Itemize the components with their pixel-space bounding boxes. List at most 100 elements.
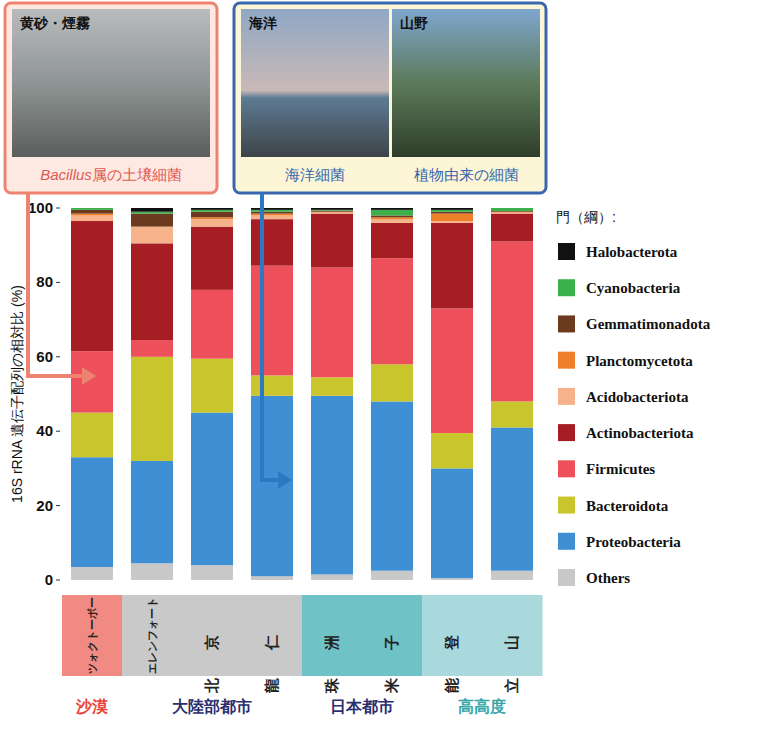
bar-segment	[431, 214, 473, 221]
tick-label: 80	[36, 273, 53, 290]
panel	[234, 3, 546, 193]
bar-segment	[311, 396, 353, 575]
bar-segment	[251, 214, 293, 216]
bar-segment	[71, 208, 113, 210]
photo-label: 海洋	[248, 15, 277, 31]
group-label: 大陸部都市	[172, 698, 252, 715]
arrow	[28, 193, 86, 376]
photo-caption: Bacillus属の土壌細菌	[40, 166, 182, 183]
legend-label: Gemmatimonadota	[586, 316, 711, 332]
bar-segment	[191, 565, 233, 580]
group-label: 沙漠	[75, 698, 108, 715]
bar-segment	[311, 268, 353, 378]
arrow	[262, 193, 282, 480]
photo	[241, 9, 389, 157]
group-label: 日本都市	[330, 698, 394, 715]
bar-segment	[491, 208, 533, 209]
bar-segment	[191, 212, 233, 218]
tick-label: 20	[36, 497, 53, 514]
category-label: エレンフォート	[146, 597, 158, 674]
bar-segment	[311, 212, 353, 213]
bar-segment	[71, 457, 113, 567]
bar-segment	[191, 208, 233, 210]
legend-label: Others	[586, 570, 630, 586]
bar-segment	[251, 576, 293, 580]
bar-segment	[251, 396, 293, 576]
bar-segment	[251, 219, 293, 266]
bar-segment	[191, 290, 233, 359]
bar-segment	[431, 578, 473, 580]
bar-segment	[371, 401, 413, 570]
bar-segment	[191, 359, 233, 413]
bar-segment	[491, 214, 533, 242]
photo-label: 山野	[400, 15, 428, 31]
bar-segment	[131, 461, 173, 563]
bar-segment	[191, 413, 233, 566]
tick	[56, 431, 60, 432]
tick	[56, 505, 60, 506]
bar-segment	[251, 212, 293, 214]
legend-swatch	[558, 569, 575, 586]
legend-swatch	[558, 533, 575, 550]
category-box	[62, 595, 123, 676]
photo	[392, 9, 540, 157]
legend-swatch	[558, 497, 575, 514]
category-label: 北京	[203, 607, 220, 694]
bar-segment	[131, 212, 173, 214]
photo-caption: 海洋細菌	[285, 166, 345, 183]
bar-segment	[71, 215, 113, 221]
chart: 黄砂・煙霧海洋山野Bacillus属の土壌細菌海洋細菌植物由来の細菌020406…	[0, 0, 758, 743]
bar-segment	[191, 227, 233, 290]
bar-segment	[371, 364, 413, 401]
bar-segment	[491, 208, 533, 211]
arrowhead	[278, 471, 292, 489]
category-box	[122, 595, 183, 676]
bar-segment	[431, 210, 473, 212]
bar-segment	[71, 214, 113, 216]
bar-segment	[431, 433, 473, 468]
bar-segment	[131, 357, 173, 461]
photo	[12, 9, 210, 157]
bar-segment	[431, 468, 473, 578]
bar-segment	[491, 212, 533, 213]
legend-label: Proteobacteria	[586, 534, 681, 550]
bars	[71, 208, 533, 580]
bar-segment	[131, 227, 173, 244]
bar-segment	[371, 258, 413, 364]
legend-label: Halobacterota	[586, 244, 678, 260]
tick-label: 0	[45, 571, 53, 588]
bar-segment	[491, 571, 533, 580]
bar-segment	[251, 210, 293, 212]
group-label: 高高度	[458, 697, 506, 715]
photo-caption: 植物由来の細菌	[414, 166, 519, 183]
bar-segment	[131, 208, 173, 212]
legend-swatch	[558, 279, 575, 296]
category-label: 珠洲	[323, 607, 340, 694]
bar-segment	[131, 340, 173, 357]
legend-label: Firmicutes	[586, 461, 655, 477]
bar-segment	[371, 217, 413, 219]
bar-segment	[131, 243, 173, 340]
bar-segment	[371, 223, 413, 258]
category-label: 能登	[443, 607, 460, 693]
arrowhead	[82, 367, 96, 385]
bar-segment	[311, 208, 353, 210]
bar-segment	[71, 351, 113, 412]
bar-segment	[431, 308, 473, 433]
category-label: 立山	[503, 607, 520, 694]
bar-segment	[431, 221, 473, 223]
legend-swatch	[558, 424, 575, 441]
bar-segment	[251, 375, 293, 395]
legend-label: Bacteroidota	[586, 498, 669, 514]
bar-segment	[71, 210, 113, 214]
bar-segment	[131, 214, 173, 227]
bar-segment	[371, 215, 413, 217]
legend-swatch	[558, 243, 575, 260]
legend-label: Planctomycetota	[586, 353, 693, 369]
legend-swatch	[558, 352, 575, 369]
tick	[56, 208, 60, 209]
bar-segment	[431, 223, 473, 309]
bar-segment	[311, 377, 353, 396]
photo-label: 黄砂・煙霧	[19, 15, 90, 31]
bar-segment	[191, 219, 233, 226]
